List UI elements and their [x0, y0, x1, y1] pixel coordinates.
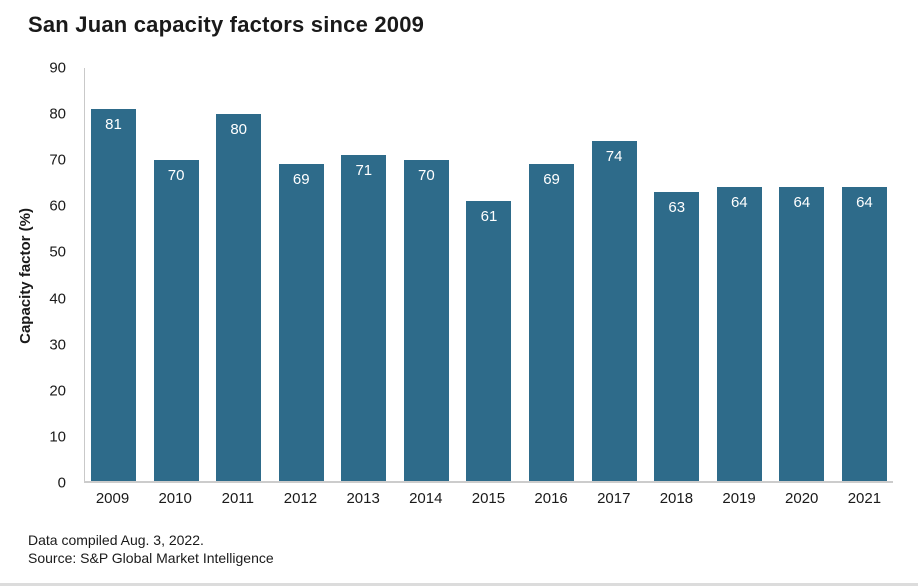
y-tick-30: 30	[49, 336, 66, 354]
y-tick-20: 20	[49, 382, 66, 400]
bar-2009: 81	[91, 109, 136, 481]
x-label-2012: 2012	[283, 490, 318, 507]
bar-2013: 71	[341, 155, 387, 481]
bar-2017: 74	[591, 141, 637, 481]
bar-2015: 61	[466, 201, 512, 481]
y-tick-10: 10	[49, 428, 66, 446]
bar-value-label: 69	[292, 171, 310, 189]
chart-title: San Juan capacity factors since 2009	[28, 12, 425, 37]
bar-2012: 69	[278, 164, 324, 481]
footer-source: Source: S&P Global Market Intelligence	[28, 550, 274, 566]
bar-value-label: 64	[730, 194, 748, 212]
y-axis-ticks: 0 10 20 30 40 50 60 70 80 90	[0, 61, 66, 491]
y-tick-40: 40	[49, 290, 66, 308]
bar-2014: 70	[403, 159, 449, 481]
bar-value-label: 64	[856, 194, 873, 212]
y-tick-0: 0	[57, 474, 66, 492]
x-label-2013: 2013	[346, 490, 380, 507]
bar-2019: 64	[716, 187, 762, 481]
x-label-2009: 2009	[95, 490, 130, 507]
chart-footer: Data compiled Aug. 3, 2022. Source: S&P …	[28, 531, 274, 567]
y-tick-70: 70	[49, 151, 66, 169]
y-tick-80: 80	[49, 105, 66, 123]
bar-value-label: 74	[605, 148, 623, 166]
bar-value-label: 61	[480, 208, 498, 226]
x-label-2014: 2014	[409, 490, 443, 507]
bar-value-label: 64	[793, 194, 811, 212]
plot-area: 81 70 80 69 71 70 61 69 74 63 64 64 64	[84, 68, 893, 483]
bar-value-label: 80	[230, 120, 247, 138]
x-label-2020: 2020	[785, 490, 819, 507]
x-label-2018: 2018	[659, 490, 694, 507]
bar-value-label: 70	[418, 166, 435, 184]
bar-value-label: 69	[543, 171, 560, 189]
bar-value-label: 63	[668, 198, 686, 216]
x-label-2017: 2017	[597, 490, 631, 507]
bar-value-label: 71	[355, 162, 373, 180]
bar-2011: 80	[216, 113, 262, 481]
x-label-2021: 2021	[847, 490, 882, 507]
bar-2010: 70	[153, 159, 199, 481]
bar-2021: 64	[841, 187, 887, 481]
x-label-2015: 2015	[471, 490, 506, 507]
bar-2016: 69	[529, 164, 575, 481]
x-label-2016: 2016	[534, 490, 568, 507]
footer-compiled-date: Data compiled Aug. 3, 2022.	[28, 532, 204, 548]
bar-2018: 63	[654, 191, 700, 481]
y-tick-50: 50	[49, 243, 66, 261]
y-tick-90: 90	[49, 59, 66, 77]
x-label-2019: 2019	[722, 490, 756, 507]
bar-value-label: 70	[167, 166, 185, 184]
x-label-2010: 2010	[158, 490, 192, 507]
x-axis-labels: 2009 2010 2011 2012 2013 2014 2015 2016 2017 2018…	[84, 490, 893, 507]
y-tick-60: 60	[49, 197, 66, 215]
bar-value-label: 81	[105, 116, 122, 134]
bar-2020: 64	[779, 187, 825, 481]
bottom-divider	[0, 583, 918, 586]
x-label-2011: 2011	[221, 490, 254, 507]
